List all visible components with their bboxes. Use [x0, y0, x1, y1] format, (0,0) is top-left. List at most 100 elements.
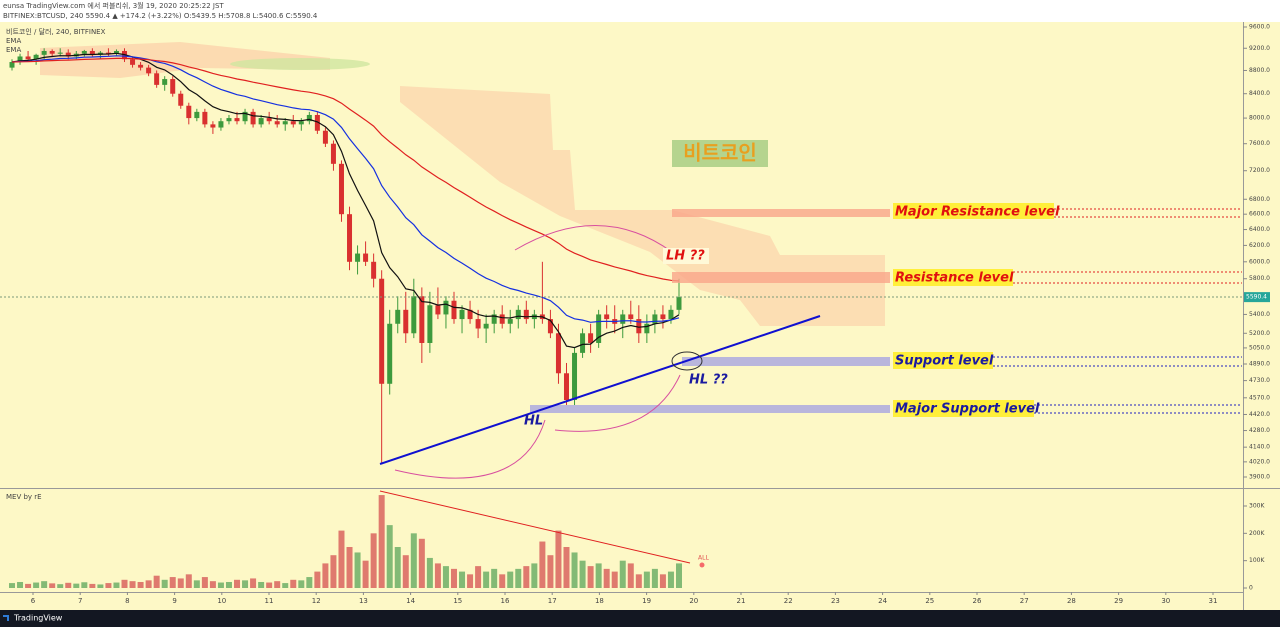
volume-bar — [378, 495, 385, 588]
volume-bar — [555, 530, 562, 588]
candle-body — [322, 130, 328, 144]
legend-item: EMA — [6, 37, 21, 45]
volume-bar — [515, 568, 522, 588]
candle-body — [379, 278, 385, 384]
volume-bar — [418, 538, 425, 588]
date-tick-label: 22 — [784, 597, 793, 605]
date-tick-label: 13 — [359, 597, 368, 605]
volume-bar — [410, 533, 417, 588]
volume-tick-label: 300K — [1249, 503, 1265, 510]
date-tick-label: 26 — [973, 597, 982, 605]
volume-bar — [491, 568, 498, 588]
volume-bar — [659, 574, 666, 588]
candle-body — [507, 319, 513, 324]
date-tick-label: 8 — [125, 597, 129, 605]
candle-body — [355, 253, 361, 262]
price-tick-label: 5800.0 — [1249, 275, 1270, 282]
price-tick-label: 4730.0 — [1249, 377, 1270, 384]
volume-bar — [370, 533, 377, 588]
volume-bar — [676, 563, 682, 588]
candle-body — [57, 52, 63, 54]
candle-body — [363, 253, 369, 262]
label-box — [663, 248, 709, 264]
marker — [699, 562, 705, 568]
date-tick-label: 31 — [1209, 597, 1218, 605]
volume-trend — [379, 490, 691, 564]
volume-bar — [394, 547, 401, 588]
price-tick-label: 6800.0 — [1249, 196, 1270, 203]
header-bg — [0, 0, 1280, 22]
candle-body — [676, 297, 682, 310]
label-box — [893, 269, 1013, 286]
candle-body — [290, 121, 296, 125]
candle-body — [628, 314, 634, 320]
date-tick-label: 17 — [548, 597, 557, 605]
price-tick-label: 6000.0 — [1249, 258, 1270, 265]
date-tick-label: 16 — [501, 597, 510, 605]
candle-body — [644, 323, 650, 334]
volume-bar — [177, 578, 184, 588]
candle-body — [395, 309, 401, 324]
volume-bar — [531, 563, 538, 588]
candle-body — [371, 261, 377, 279]
candle-body — [451, 300, 457, 320]
candle-body — [330, 143, 336, 164]
volume-bar — [258, 581, 265, 588]
date-tick-label: 10 — [217, 597, 226, 605]
price-tick-label: 6400.0 — [1249, 226, 1270, 233]
volume-bar — [667, 571, 674, 588]
level-lines — [0, 208, 1243, 414]
volume-bar — [185, 574, 192, 588]
date-axis-bg — [0, 592, 1243, 610]
candle-body — [282, 121, 288, 125]
candle-body — [210, 124, 216, 128]
volume-bar — [346, 547, 353, 588]
date-tick-label: 29 — [1114, 597, 1123, 605]
candle-body — [314, 114, 320, 131]
level-label: Major Resistance level — [895, 205, 1060, 220]
volume-bar — [266, 582, 273, 588]
candle-body — [483, 323, 489, 329]
label-box — [893, 352, 993, 369]
candle-body — [266, 118, 272, 122]
candle-body — [499, 314, 505, 324]
candle-body — [620, 314, 626, 324]
candle-body — [202, 111, 208, 125]
volume-bar — [354, 552, 361, 588]
candle-body — [419, 296, 425, 343]
price-tick-label: 3900.0 — [1249, 474, 1270, 481]
arc — [514, 225, 673, 253]
candle-body — [596, 314, 602, 343]
price-tick-label: 5400.0 — [1249, 311, 1270, 318]
zone — [672, 209, 890, 217]
volume-bar — [193, 580, 200, 588]
volume-bar — [137, 581, 144, 588]
candle-body — [435, 305, 441, 315]
cloud — [400, 86, 885, 326]
candle-body — [89, 50, 95, 55]
volume-bar — [25, 583, 32, 588]
volume-bar — [507, 571, 514, 588]
volume-bar — [338, 530, 345, 588]
candle-body — [563, 373, 569, 400]
candle-body — [298, 121, 304, 125]
candle-body — [555, 333, 561, 374]
candle-body — [547, 319, 553, 334]
candle-body — [186, 105, 192, 119]
volume-bar — [627, 563, 634, 588]
volume-bar — [475, 566, 482, 588]
date-tick-label: 18 — [595, 597, 604, 605]
candle-body — [146, 67, 152, 74]
price-tick-label: 9600.0 — [1249, 24, 1270, 31]
volume-bar — [250, 578, 257, 588]
price-tick-label: 5200.0 — [1249, 330, 1270, 337]
candle-body — [138, 64, 144, 68]
volume-bar — [499, 574, 506, 588]
volume-bar — [635, 574, 642, 588]
price-tick-label: 7200.0 — [1249, 167, 1270, 174]
candle-body — [588, 333, 594, 343]
volume-bar — [89, 583, 96, 588]
volume-bar — [201, 577, 208, 588]
label-box — [893, 400, 1034, 417]
